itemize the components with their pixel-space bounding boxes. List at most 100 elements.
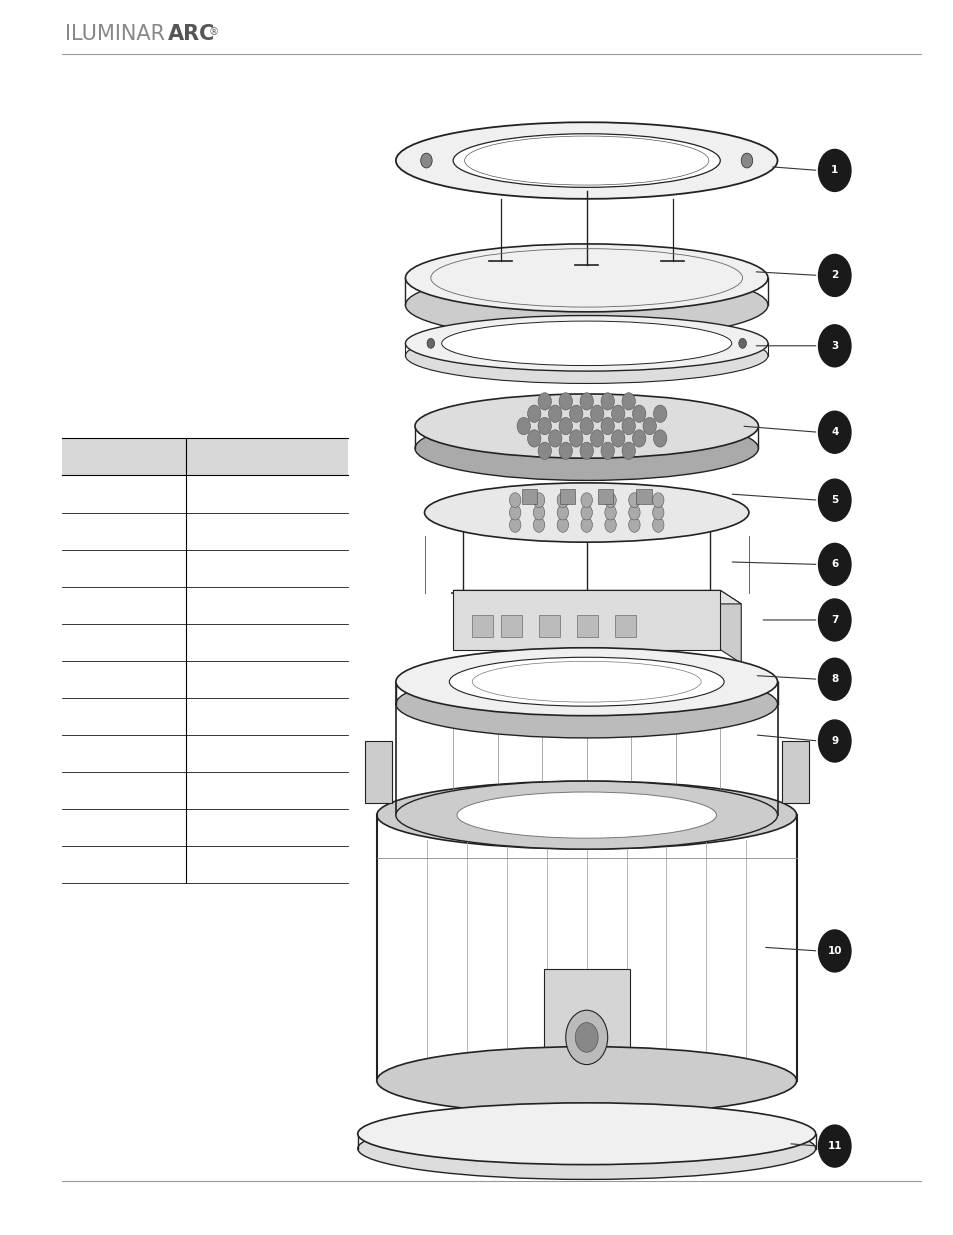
Circle shape <box>569 405 582 422</box>
Ellipse shape <box>405 245 767 312</box>
Circle shape <box>509 493 520 508</box>
Circle shape <box>628 493 639 508</box>
Ellipse shape <box>376 1047 796 1114</box>
Circle shape <box>818 930 850 972</box>
Text: ILUMINAR: ILUMINAR <box>65 23 165 43</box>
Circle shape <box>427 338 435 348</box>
Circle shape <box>537 442 551 459</box>
Circle shape <box>653 405 666 422</box>
Circle shape <box>604 517 616 532</box>
Circle shape <box>580 493 592 508</box>
Circle shape <box>580 505 592 520</box>
Circle shape <box>575 1023 598 1052</box>
Circle shape <box>621 417 635 435</box>
Circle shape <box>590 430 603 447</box>
FancyBboxPatch shape <box>559 489 575 504</box>
Polygon shape <box>453 590 720 650</box>
Circle shape <box>527 405 540 422</box>
Circle shape <box>537 393 551 410</box>
Circle shape <box>600 417 614 435</box>
Circle shape <box>818 479 850 521</box>
Circle shape <box>632 405 645 422</box>
Circle shape <box>818 599 850 641</box>
Circle shape <box>818 254 850 296</box>
Text: 8: 8 <box>830 674 838 684</box>
Circle shape <box>600 393 614 410</box>
Text: 2: 2 <box>830 270 838 280</box>
FancyBboxPatch shape <box>500 615 521 637</box>
Circle shape <box>517 417 530 435</box>
FancyBboxPatch shape <box>62 438 348 475</box>
Circle shape <box>604 493 616 508</box>
Circle shape <box>558 393 572 410</box>
Circle shape <box>818 543 850 585</box>
Circle shape <box>818 720 850 762</box>
Ellipse shape <box>441 321 731 366</box>
Polygon shape <box>453 590 740 604</box>
Ellipse shape <box>395 648 777 716</box>
Ellipse shape <box>405 272 767 338</box>
FancyBboxPatch shape <box>365 741 392 803</box>
FancyBboxPatch shape <box>472 615 493 637</box>
Circle shape <box>600 442 614 459</box>
Ellipse shape <box>405 316 767 372</box>
Circle shape <box>557 517 568 532</box>
Circle shape <box>558 417 572 435</box>
Circle shape <box>621 393 635 410</box>
Circle shape <box>652 517 663 532</box>
Text: 1: 1 <box>830 165 838 175</box>
Circle shape <box>533 505 544 520</box>
Circle shape <box>740 153 752 168</box>
Circle shape <box>533 493 544 508</box>
Ellipse shape <box>395 671 777 739</box>
Circle shape <box>509 517 520 532</box>
Text: 3: 3 <box>830 341 838 351</box>
Circle shape <box>653 430 666 447</box>
Circle shape <box>818 658 850 700</box>
Circle shape <box>579 393 593 410</box>
Circle shape <box>611 405 624 422</box>
Ellipse shape <box>424 483 748 542</box>
Circle shape <box>818 325 850 367</box>
Ellipse shape <box>415 416 758 480</box>
Circle shape <box>818 149 850 191</box>
Ellipse shape <box>376 782 796 850</box>
Text: 10: 10 <box>826 946 841 956</box>
Circle shape <box>621 442 635 459</box>
Text: 7: 7 <box>830 615 838 625</box>
Ellipse shape <box>415 394 758 458</box>
FancyBboxPatch shape <box>577 615 598 637</box>
FancyBboxPatch shape <box>521 489 537 504</box>
Text: ®: ® <box>209 27 219 37</box>
Text: 11: 11 <box>826 1141 841 1151</box>
Circle shape <box>565 1010 607 1065</box>
Circle shape <box>527 430 540 447</box>
FancyBboxPatch shape <box>636 489 651 504</box>
Circle shape <box>628 505 639 520</box>
Ellipse shape <box>395 122 777 199</box>
Text: 4: 4 <box>830 427 838 437</box>
Text: 9: 9 <box>830 736 838 746</box>
Circle shape <box>611 430 624 447</box>
Circle shape <box>548 405 561 422</box>
Circle shape <box>604 505 616 520</box>
Circle shape <box>738 338 745 348</box>
Circle shape <box>590 405 603 422</box>
Circle shape <box>558 442 572 459</box>
Circle shape <box>557 493 568 508</box>
Circle shape <box>642 417 656 435</box>
Text: ARC: ARC <box>168 23 215 43</box>
Circle shape <box>652 505 663 520</box>
Circle shape <box>632 430 645 447</box>
Ellipse shape <box>456 792 716 839</box>
FancyBboxPatch shape <box>543 969 629 1062</box>
Circle shape <box>537 417 551 435</box>
FancyBboxPatch shape <box>598 489 613 504</box>
Circle shape <box>579 417 593 435</box>
Ellipse shape <box>453 133 720 188</box>
Circle shape <box>580 517 592 532</box>
FancyBboxPatch shape <box>538 615 559 637</box>
Circle shape <box>579 442 593 459</box>
Circle shape <box>509 505 520 520</box>
Text: 6: 6 <box>830 559 838 569</box>
